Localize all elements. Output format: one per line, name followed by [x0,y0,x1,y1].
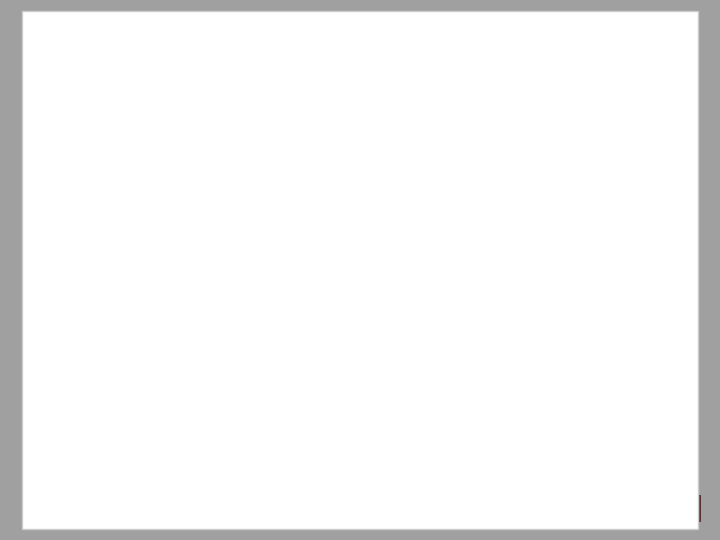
Text: Copy Area: Copy Area [47,100,139,116]
Text: - When you copy cell addresses, Excel adjusts them for each: - When you copy cell addresses, Excel ad… [50,229,516,244]
Text: - B6   =SUM(B3:B5)        copy area, B3 and B5 are references: - B6 =SUM(B3:B5) copy area, B3 and B5 ar… [50,326,519,341]
Bar [657,184,685,210]
Text: paste area.: paste area. [457,177,544,192]
Bar [657,242,685,268]
Text: reference ($B$3): reference ($B$3) [61,299,172,317]
Text: *: * [29,151,37,166]
Bar [657,213,685,239]
Text: Paste Area: Paste Area [47,151,144,166]
Text: *: * [29,100,37,116]
Text: new position. Each adjusted cell reference is called a: new position. Each adjusted cell referen… [97,253,504,268]
Bar [467,495,495,521]
Text: The cell being copied is called the: The cell being copied is called the [61,126,328,141]
Bar [631,495,659,521]
Bar [385,495,413,521]
Bar [549,495,577,521]
Text: copy area.: copy area. [371,126,451,141]
Bar [657,271,685,297]
Bar [672,495,700,521]
Text: Microsoft  Excel - Building a Worksheet: Microsoft Excel - Building a Worksheet [29,502,273,515]
Text: Cells (1) (Q8, Q9, Q10, Q11): Cells (1) (Q8, Q9, Q10, Q11) [191,61,529,82]
Text: *: * [29,203,37,218]
Text: Relative Reference and Absolute Reference: Relative Reference and Absolute Referenc… [47,203,438,218]
Bar [657,300,685,326]
Bar [657,154,685,180]
Text: relative reference(B3): relative reference(B3) [97,276,266,292]
Text: C6   =SUM(C3:C5)         paste area, C3 and C5 are relative: C6 =SUM(C3:C5) paste area, C3 and C5 are… [65,350,511,365]
Bar [657,329,685,355]
Bar [508,495,536,521]
Text: . Otherwise called a absolute: . Otherwise called a absolute [261,276,484,292]
Bar [426,495,454,521]
Text: Using the Fill Handle to Copy a Cell to Adjacent: Using the Fill Handle to Copy a Cell to … [73,36,647,56]
Text: references: references [320,373,402,388]
Text: The range of cells receiving the copy is called the: The range of cells receiving the copy is… [61,177,447,192]
Bar [590,495,618,521]
